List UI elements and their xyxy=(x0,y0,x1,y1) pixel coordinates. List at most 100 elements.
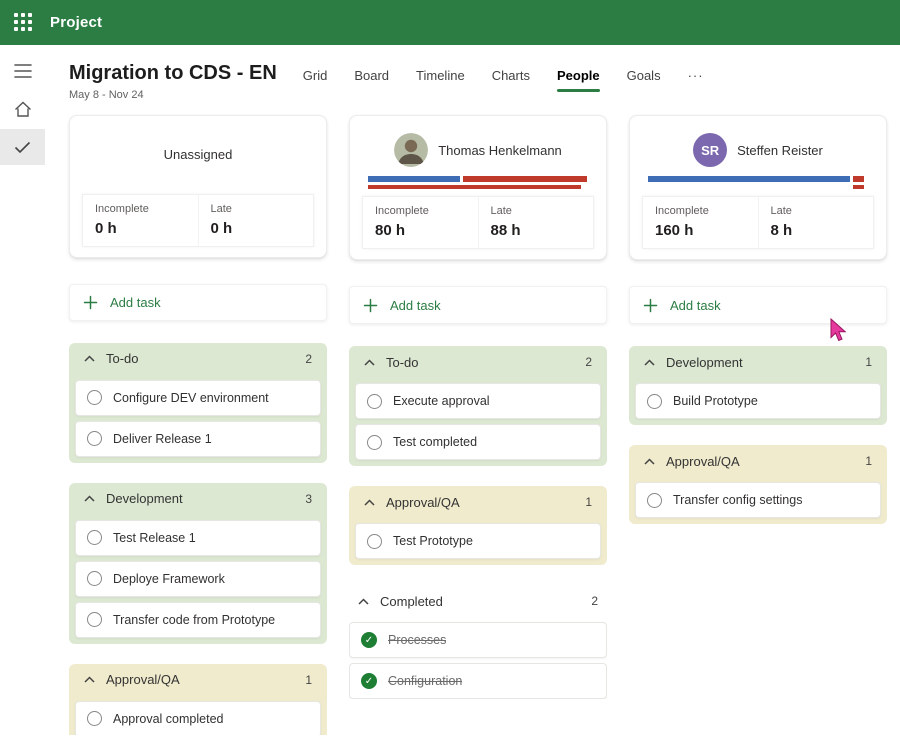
chevron-up-icon[interactable] xyxy=(644,457,655,465)
person-name-row: Unassigned xyxy=(82,130,314,178)
task-card[interactable]: Build Prototype xyxy=(635,383,881,419)
tab-grid[interactable]: Grid xyxy=(302,68,328,83)
task-card[interactable]: Execute approval xyxy=(355,383,601,419)
task-radio-icon[interactable] xyxy=(367,393,382,409)
task-card-completed[interactable]: ✓ Configuration xyxy=(349,663,607,699)
add-task-button[interactable]: Add task xyxy=(629,286,887,324)
task-radio-icon[interactable] xyxy=(647,393,662,409)
task-card[interactable]: Test Release 1 xyxy=(75,519,321,556)
task-radio-icon[interactable] xyxy=(87,612,102,628)
task-card[interactable]: Transfer code from Prototype xyxy=(75,601,321,638)
task-card[interactable]: Configure DEV environment xyxy=(75,379,321,416)
task-card[interactable]: Deliver Release 1 xyxy=(75,420,321,457)
stat-late: Late 88 h xyxy=(477,197,594,248)
task-card[interactable]: Transfer config settings xyxy=(635,482,881,518)
task-card-completed[interactable]: ✓ Processes xyxy=(349,622,607,658)
bucket-header[interactable]: Development 1 xyxy=(635,346,881,378)
person-column-unassigned: Unassigned Incomplete 0 h Late 0 h xyxy=(69,115,327,735)
bucket-count: 2 xyxy=(591,594,598,608)
person-stats: Incomplete 160 h Late 8 h xyxy=(642,196,874,249)
tab-board[interactable]: Board xyxy=(354,68,390,83)
project-title: Migration to CDS - EN xyxy=(69,62,277,84)
task-radio-icon[interactable] xyxy=(367,533,382,549)
bucket-count: 1 xyxy=(305,672,312,687)
bucket-todo: To-do 2 Execute approval Test completed xyxy=(349,346,607,466)
left-nav-rail xyxy=(0,45,45,753)
chevron-up-icon[interactable] xyxy=(84,676,95,683)
bucket-header[interactable]: To-do 2 xyxy=(75,343,321,375)
task-radio-icon[interactable] xyxy=(87,530,102,546)
title-block: Migration to CDS - EN May 8 - Nov 24 xyxy=(69,61,277,101)
people-board: Unassigned Incomplete 0 h Late 0 h xyxy=(45,101,900,735)
progress-bar-secondary xyxy=(368,185,588,189)
bucket-name: Approval/QA xyxy=(386,494,460,510)
tab-goals[interactable]: Goals xyxy=(626,68,661,83)
task-radio-icon[interactable] xyxy=(647,492,662,508)
bucket-header[interactable]: To-do 2 xyxy=(355,346,601,378)
bucket-header[interactable]: Approval/QA 1 xyxy=(355,486,601,518)
plus-icon xyxy=(363,298,378,312)
bucket-count: 3 xyxy=(305,491,312,506)
app-launcher-icon[interactable] xyxy=(14,12,34,33)
bucket-development: Development 1 Build Prototype xyxy=(629,346,887,425)
chevron-up-icon[interactable] xyxy=(84,355,95,362)
task-card[interactable]: Deploye Framework xyxy=(75,560,321,597)
task-card[interactable]: Test Prototype xyxy=(355,523,601,559)
person-name: Thomas Henkelmann xyxy=(438,142,562,158)
person-name-row: SR Steffen Reister xyxy=(642,130,874,170)
hamburger-menu-icon[interactable] xyxy=(0,53,45,89)
home-icon[interactable] xyxy=(0,91,45,127)
view-tabs: Grid Board Timeline Charts People Goals … xyxy=(303,68,704,92)
top-app-bar: Project xyxy=(0,0,900,45)
stat-late: Late 8 h xyxy=(757,197,874,248)
bucket-name: Approval/QA xyxy=(106,672,180,688)
add-task-button[interactable]: Add task xyxy=(349,286,607,324)
main-content: Migration to CDS - EN May 8 - Nov 24 Gri… xyxy=(45,45,900,753)
bucket-header[interactable]: Approval/QA 1 xyxy=(635,445,881,477)
check-circle-icon[interactable]: ✓ xyxy=(361,673,377,689)
person-name: Unassigned xyxy=(163,146,233,162)
task-radio-icon[interactable] xyxy=(87,711,102,727)
bucket-header[interactable]: Development 3 xyxy=(75,483,321,515)
person-card: SR Steffen Reister Incomplete 160 h xyxy=(629,115,887,260)
add-task-button[interactable]: Add task xyxy=(69,283,327,321)
tab-people[interactable]: People xyxy=(556,68,600,92)
task-radio-icon[interactable] xyxy=(367,434,382,450)
progress-bars xyxy=(368,176,588,189)
chevron-up-icon[interactable] xyxy=(358,597,369,605)
bucket-count: 1 xyxy=(585,495,592,509)
stat-incomplete: Incomplete 160 h xyxy=(655,205,709,239)
bucket-header[interactable]: Approval/QA 1 xyxy=(75,664,321,696)
bucket-header[interactable]: Completed 2 xyxy=(349,585,607,617)
chevron-up-icon[interactable] xyxy=(364,358,375,366)
task-card[interactable]: Test completed xyxy=(355,424,601,460)
person-card: Unassigned Incomplete 0 h Late 0 h xyxy=(69,115,327,258)
chevron-up-icon[interactable] xyxy=(644,358,655,366)
progress-bar-secondary xyxy=(648,185,868,189)
progress-bar-primary xyxy=(648,176,868,182)
bucket-name: Development xyxy=(106,491,183,507)
person-card: Thomas Henkelmann Incomplete 80 h Late xyxy=(349,115,607,260)
tab-timeline[interactable]: Timeline xyxy=(416,68,465,83)
person-column-thomas-henkelmann: Thomas Henkelmann Incomplete 80 h Late xyxy=(349,115,607,735)
task-radio-icon[interactable] xyxy=(87,571,102,587)
bucket-list: Development 1 Build Prototype Approval/Q… xyxy=(629,346,887,524)
tasks-checkmark-icon[interactable] xyxy=(0,129,45,165)
stat-incomplete: Incomplete 80 h xyxy=(375,205,429,239)
task-card[interactable]: Approval completed xyxy=(75,700,321,735)
chevron-up-icon[interactable] xyxy=(364,498,375,506)
bucket-name: Development xyxy=(666,354,743,370)
bucket-count: 1 xyxy=(865,355,872,369)
bucket-todo: To-do 2 Configure DEV environment Delive… xyxy=(69,342,327,463)
person-column-steffen-reister: SR Steffen Reister Incomplete 160 h xyxy=(629,115,887,735)
chevron-up-icon[interactable] xyxy=(84,495,95,502)
avatar-initials: SR xyxy=(693,133,728,167)
task-radio-icon[interactable] xyxy=(87,390,102,406)
bucket-list: To-do 2 Configure DEV environment Delive… xyxy=(69,342,327,735)
check-circle-icon[interactable]: ✓ xyxy=(361,632,377,648)
tab-charts[interactable]: Charts xyxy=(491,68,530,83)
tab-more-ellipsis[interactable]: ··· xyxy=(687,68,704,83)
bucket-approval-qa: Approval/QA 1 Approval completed xyxy=(69,663,327,735)
task-radio-icon[interactable] xyxy=(87,431,102,447)
